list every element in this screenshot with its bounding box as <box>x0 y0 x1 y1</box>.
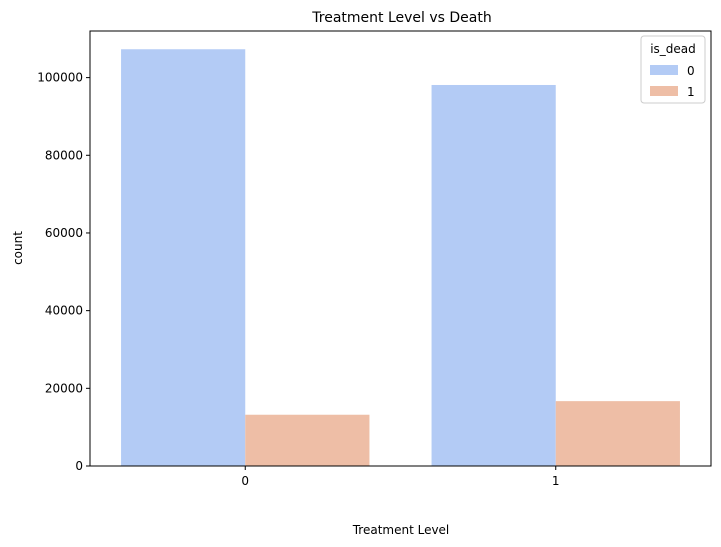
plot-bars <box>121 49 680 467</box>
x-tick-label: 0 <box>241 474 249 488</box>
bar-series-0-cat-0 <box>121 49 246 467</box>
x-tick-label: 1 <box>552 474 560 488</box>
y-tick-label: 80000 <box>45 148 83 162</box>
y-tick-label: 100000 <box>37 71 83 85</box>
bar-series-1-cat-1 <box>555 401 680 466</box>
bar-series-1-cat-0 <box>245 414 370 466</box>
legend-swatch-1 <box>650 86 678 96</box>
y-tick-label: 20000 <box>45 381 83 395</box>
bar-series-0-cat-1 <box>431 84 556 467</box>
x-axis-label: Treatment Level <box>352 523 450 537</box>
legend-title: is_dead <box>650 42 696 56</box>
y-axis-label: count <box>11 231 25 265</box>
chart-title: Treatment Level vs Death <box>311 10 491 26</box>
legend-label-0: 0 <box>687 64 695 78</box>
y-axis: 0 20000 40000 60000 80000 100000 <box>37 71 90 473</box>
plot-frame <box>89 30 712 467</box>
y-tick-label: 0 <box>75 459 83 473</box>
legend-swatch-0 <box>650 65 678 75</box>
y-tick-label: 60000 <box>45 226 83 240</box>
legend-label-1: 1 <box>687 85 695 99</box>
y-tick-label: 40000 <box>45 304 83 318</box>
legend: is_dead 0 1 <box>640 35 706 104</box>
